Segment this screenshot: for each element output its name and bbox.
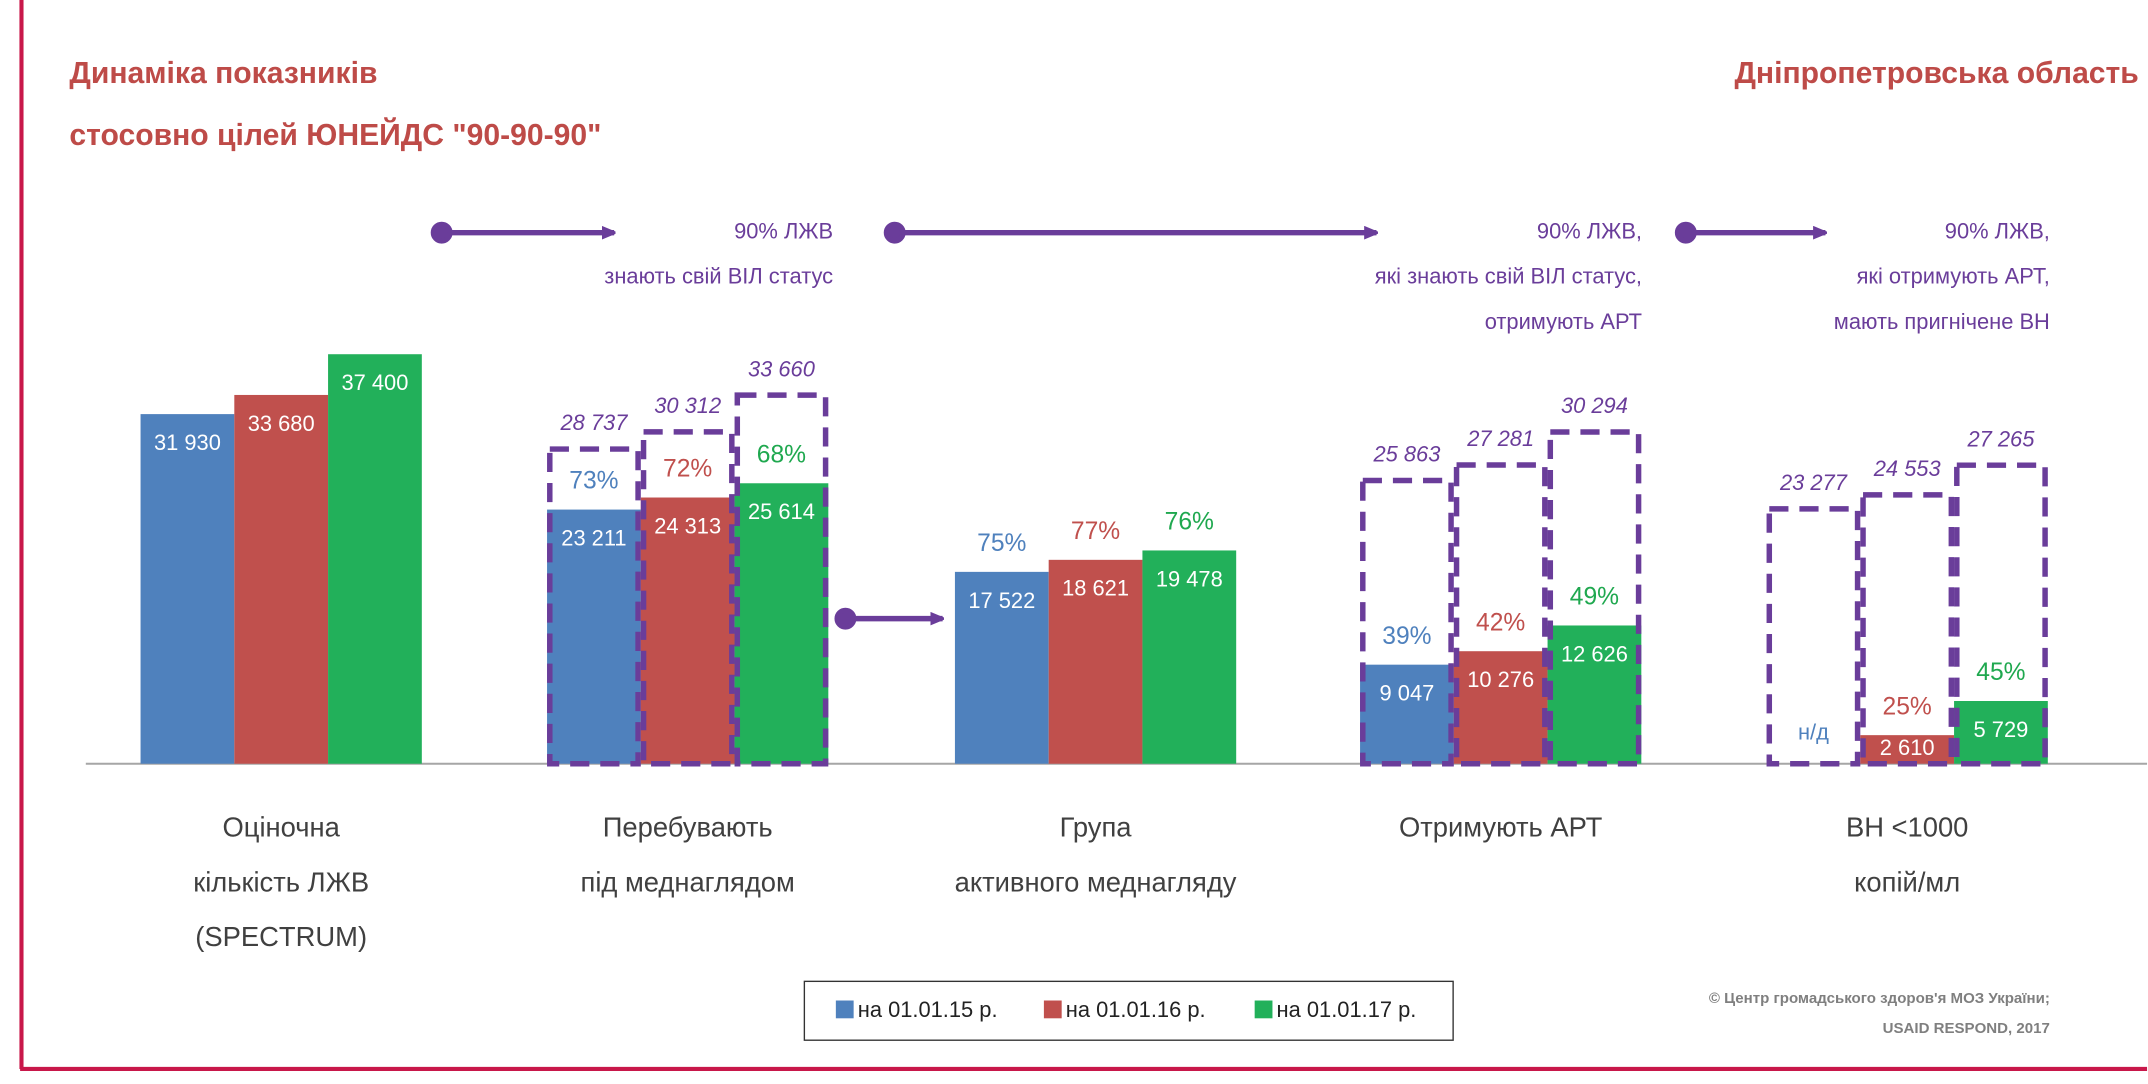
share-label: 25% — [1883, 693, 1932, 720]
chart-title: стосовно цілей ЮНЕЙДС "90-90-90" — [69, 118, 601, 152]
annotation: 90% ЛЖВ, — [1537, 218, 1642, 243]
target-label: 27 281 — [1466, 426, 1534, 451]
share-label: 73% — [569, 468, 618, 495]
target-box — [734, 392, 829, 767]
value-label: 5 729 — [1974, 717, 2029, 742]
annotation: 90% ЛЖВ, — [1945, 218, 2050, 243]
source: USAID RESPOND, 2017 — [1883, 1020, 2050, 1037]
target-label: 25 863 — [1372, 442, 1440, 467]
target-label: 23 277 — [1779, 470, 1848, 495]
legend-label: на 01.01.16 р. — [1066, 997, 1206, 1022]
x-tick-label: ВН <1000 — [1846, 812, 1968, 843]
target-label: 24 553 — [1873, 456, 1941, 481]
value-label: 9 047 — [1380, 681, 1435, 706]
annotation: які знають свій ВІЛ статус, — [1375, 264, 1642, 289]
legend-swatch — [835, 1000, 854, 1019]
target-box — [547, 446, 641, 767]
legend-swatch — [1043, 1000, 1062, 1019]
share-label: 39% — [1382, 623, 1431, 650]
value-label: н/д — [1798, 719, 1829, 744]
target-label: 27 265 — [1966, 426, 2035, 451]
value-label: 37 400 — [341, 370, 408, 395]
annotation: отримують АРТ — [1485, 309, 1642, 334]
x-tick-label: копій/мл — [1854, 866, 1960, 897]
legend-label: на 01.01.17 р. — [1277, 997, 1417, 1022]
bar — [1048, 559, 1143, 764]
value-label: 17 522 — [968, 588, 1035, 613]
region: Дніпропетровська область — [1734, 57, 2138, 90]
target-box — [1453, 462, 1548, 767]
bar — [1360, 664, 1454, 764]
annotation: які отримують АРТ, — [1857, 264, 2050, 289]
bar — [1547, 625, 1642, 764]
x-tick-label: Оціночна — [223, 812, 341, 843]
target-label: 30 294 — [1561, 393, 1628, 418]
legend-label: на 01.01.15 р. — [858, 997, 998, 1022]
share-label: 49% — [1570, 584, 1619, 611]
bar — [954, 571, 1049, 764]
target-label: 28 737 — [559, 410, 628, 435]
value-label: 12 626 — [1561, 641, 1628, 666]
legend-box — [803, 980, 1454, 1041]
target-label: 33 660 — [748, 356, 815, 381]
chart-title: Динаміка показників — [69, 57, 377, 90]
bar — [640, 497, 735, 764]
bar — [1860, 735, 1955, 764]
bar — [734, 483, 829, 764]
target-box — [1860, 492, 1955, 767]
annotation: знають свій ВІЛ статус — [604, 264, 833, 289]
bar — [140, 414, 235, 764]
share-label: 72% — [663, 456, 712, 483]
x-tick-label: активного меднагляду — [955, 866, 1237, 897]
value-label: 2 610 — [1880, 735, 1935, 760]
target-box — [1766, 506, 1861, 767]
share-label: 68% — [757, 441, 806, 468]
share-label: 42% — [1476, 609, 1525, 636]
share-label: 75% — [977, 530, 1026, 557]
value-label: 33 680 — [248, 411, 315, 436]
x-tick-label: (SPECTRUM) — [195, 921, 367, 952]
target-label: 30 312 — [654, 393, 721, 418]
share-label: 77% — [1071, 518, 1120, 545]
value-label: 31 930 — [154, 430, 221, 455]
arrows — [430, 221, 1825, 630]
share-label: 76% — [1165, 509, 1214, 536]
share-label: 45% — [1976, 659, 2025, 686]
target-box — [1954, 462, 2048, 767]
target-box — [1360, 477, 1454, 767]
x-tick-label: кількість ЛЖВ — [193, 866, 369, 897]
value-label: 19 478 — [1156, 566, 1223, 591]
bar — [328, 354, 422, 764]
legend-swatch — [1254, 1000, 1273, 1019]
x-tick-label: під меднаглядом — [581, 866, 795, 897]
annotation: мають пригнічене ВН — [1834, 309, 2050, 334]
bar — [547, 509, 641, 764]
bar — [1453, 651, 1548, 764]
x-tick-label: Перебувають — [603, 812, 773, 843]
target-box — [640, 429, 735, 767]
bar — [1954, 700, 2048, 764]
target-box — [1547, 429, 1642, 767]
value-label: 24 313 — [654, 513, 721, 538]
value-label: 18 621 — [1062, 576, 1129, 601]
x-tick-label: Отримують АРТ — [1399, 812, 1603, 843]
annotation: 90% ЛЖВ — [734, 218, 833, 243]
value-label: 10 276 — [1467, 667, 1534, 692]
value-label: 23 211 — [561, 525, 626, 550]
x-tick-label: Група — [1060, 812, 1133, 843]
value-label: 25 614 — [748, 499, 815, 524]
bar — [1142, 550, 1237, 764]
bar — [234, 394, 329, 764]
source: © Центр громадського здоров'я МОЗ Україн… — [1709, 990, 2050, 1007]
